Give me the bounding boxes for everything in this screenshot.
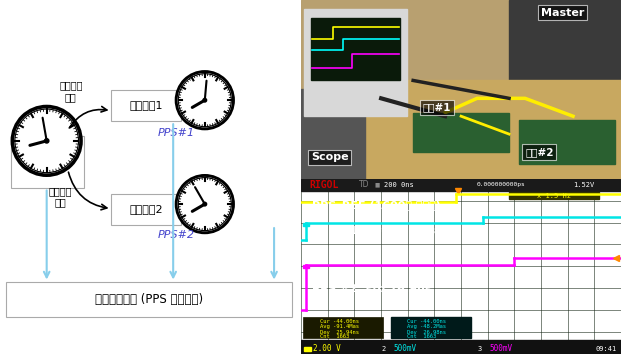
Text: RIGOL: RIGOL [309,180,338,190]
Text: 1.52V: 1.52V [573,182,594,188]
Text: 2.00 V: 2.00 V [314,344,341,353]
Text: Avg -91.4Mas: Avg -91.4Mas [320,324,360,329]
Bar [413,113,509,152]
Bar [301,89,365,179]
Text: 보드#2: 보드#2 [525,147,553,157]
Circle shape [203,98,207,102]
Text: TD: TD [359,181,369,189]
Bar [310,18,401,80]
Text: 시각동기
마스터: 시각동기 마스터 [35,151,60,173]
Text: ■: ■ [374,182,380,187]
Text: x 1.5 Hz: x 1.5 Hz [537,193,571,199]
Text: 보드#1: 보드#1 [423,102,451,112]
Circle shape [178,74,231,127]
Bar [391,317,471,338]
FancyBboxPatch shape [6,282,292,317]
Text: 200 0ns: 200 0ns [384,182,414,188]
Text: Cur -44.00ns: Cur -44.00ns [407,319,446,324]
Text: Avg -48.2Mas: Avg -48.2Mas [407,324,446,329]
Bar [304,347,310,351]
Text: Scope: Scope [310,152,348,162]
Bar [519,120,615,165]
Circle shape [178,178,231,230]
Text: Dev  26.98ns: Dev 26.98ns [407,330,446,335]
Bar [301,179,621,191]
Bar [304,9,407,116]
Text: PPS#2: PPS#2 [158,230,195,240]
Circle shape [45,139,49,143]
Bar [303,265,309,268]
Text: 시각동기
패킷: 시각동기 패킷 [59,80,83,102]
Text: Master: Master [541,7,584,17]
Text: Cur -44.00ns: Cur -44.00ns [320,319,360,324]
Text: 500mV: 500mV [394,344,417,353]
Text: PPS_REF (1600회 테스트): PPS_REF (1600회 테스트) [312,201,442,211]
Text: 500mV: 500mV [490,344,513,353]
FancyBboxPatch shape [11,136,84,188]
Text: PPS #1 : std 25.9ns: PPS #1 : std 25.9ns [312,226,435,236]
Bar [509,192,599,199]
FancyBboxPatch shape [111,194,181,225]
Text: 제작보드2: 제작보드2 [129,204,163,214]
Bar [365,80,621,179]
Text: PPS #2: std 26.9ns: PPS #2: std 26.9ns [312,284,432,294]
Text: PPS#1: PPS#1 [158,129,195,138]
Text: 3: 3 [477,346,481,352]
Text: 오실로스코프 (PPS 신호비교): 오실로스코프 (PPS 신호비교) [95,293,203,306]
Text: 2: 2 [381,346,386,352]
Bar [303,223,309,226]
Bar [509,0,621,89]
Circle shape [175,174,235,234]
Circle shape [175,70,235,130]
Text: Cnt  1663: Cnt 1663 [320,334,350,339]
Text: 시각동기
패킷: 시각동기 패킷 [48,186,72,207]
Circle shape [203,202,207,206]
Text: 09:41: 09:41 [596,346,617,352]
Circle shape [15,109,78,173]
Text: 0.000000000ps: 0.000000000ps [477,182,526,187]
Bar [303,317,383,338]
Text: Dev  25.94ns: Dev 25.94ns [320,330,360,335]
Circle shape [11,105,83,177]
FancyBboxPatch shape [111,90,181,121]
Bar [301,340,621,354]
Text: 제작보드1: 제작보드1 [129,100,163,110]
Text: Cnt  1663: Cnt 1663 [407,334,436,339]
